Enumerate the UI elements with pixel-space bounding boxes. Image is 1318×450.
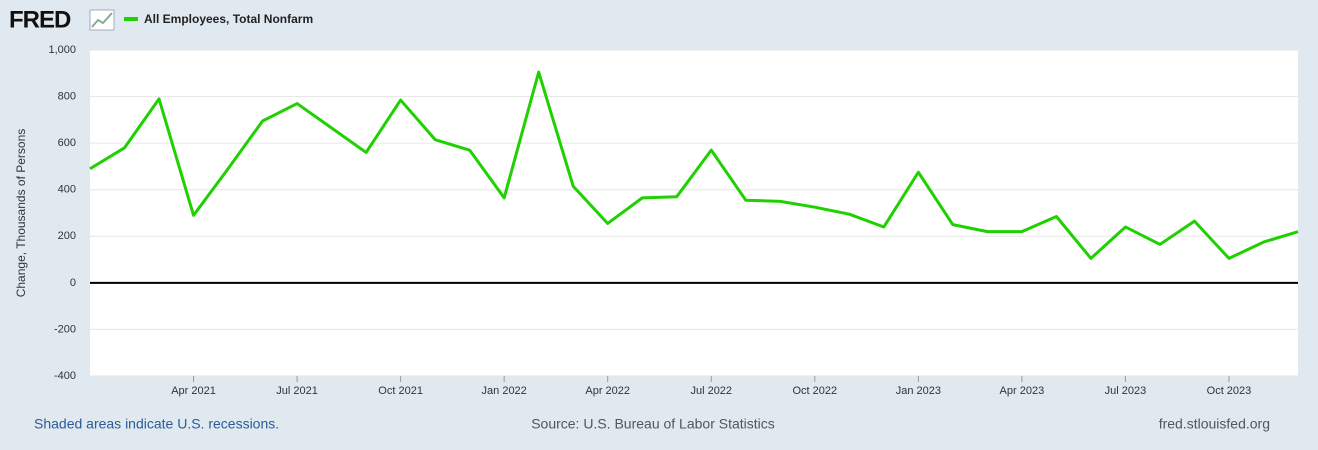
x-tick-label: Jul 2021: [276, 385, 318, 397]
y-tick-label: 0: [70, 277, 76, 289]
y-tick-label: 400: [58, 184, 76, 196]
x-tick-label: Apr 2021: [171, 385, 216, 397]
logo: FRED: [9, 6, 71, 33]
x-tick-label: Apr 2023: [1000, 385, 1045, 397]
x-tick-label: Jul 2022: [690, 385, 732, 397]
x-tick-label: Oct 2022: [792, 385, 837, 397]
x-tick-label: Jan 2023: [896, 385, 941, 397]
plot-area: [90, 50, 1298, 376]
legend-label: All Employees, Total Nonfarm: [144, 12, 313, 26]
note: Shaded areas indicate U.S. recessions.: [34, 416, 279, 432]
series-line: [89, 70, 1299, 260]
y-tick-label: -400: [54, 370, 76, 382]
logo-icon: [89, 9, 115, 31]
y-tick-label: -200: [54, 323, 76, 335]
x-tick-label: Jul 2023: [1105, 385, 1147, 397]
x-tick-label: Oct 2021: [378, 385, 423, 397]
x-tick-label: Apr 2022: [585, 385, 630, 397]
site: fred.stlouisfed.org: [1159, 416, 1270, 432]
x-tick-label: Jan 2022: [482, 385, 527, 397]
y-tick-label: 800: [58, 90, 76, 102]
source: Source: U.S. Bureau of Labor Statistics: [531, 416, 775, 432]
x-tick-label: Oct 2023: [1207, 385, 1252, 397]
y-axis-label: Change, Thousands of Persons: [14, 129, 28, 298]
y-tick-label: 600: [58, 137, 76, 149]
y-tick-label: 1,000: [48, 44, 76, 56]
y-tick-label: 200: [58, 230, 76, 242]
